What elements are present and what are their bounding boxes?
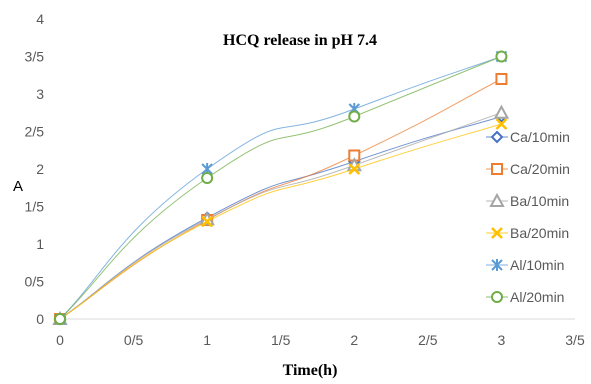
legend: Ca/10min Ca/20min Ba/10min Ba/20min Al/10min… bbox=[486, 129, 570, 305]
series-line bbox=[59, 123, 502, 320]
y-tick-label: 0 bbox=[36, 311, 44, 327]
legend-item: Ca/20min bbox=[486, 161, 570, 177]
legend-item: Ca/10min bbox=[486, 129, 570, 145]
data-point bbox=[495, 118, 508, 130]
data-point bbox=[54, 313, 66, 325]
data-point bbox=[495, 73, 508, 85]
data-point bbox=[493, 104, 510, 119]
legend-marker bbox=[491, 227, 503, 239]
legend-marker bbox=[491, 259, 503, 271]
legend-label: Ba/10min bbox=[510, 193, 569, 209]
y-tick-label: 3 bbox=[36, 86, 44, 102]
legend-marker bbox=[490, 130, 504, 144]
data-point bbox=[348, 110, 361, 123]
series-Al/10min bbox=[54, 50, 508, 325]
legend-label: Ca/20min bbox=[510, 161, 570, 177]
series-Al/20min bbox=[54, 50, 508, 325]
legend-item: Al/10min bbox=[486, 257, 564, 273]
x-tick-label: 1/5 bbox=[271, 332, 291, 348]
series-line bbox=[59, 56, 502, 320]
legend-item: Ba/20min bbox=[486, 225, 569, 241]
chart-title: HCQ release in pH 7.4 bbox=[223, 32, 377, 49]
series-Ca/10min bbox=[53, 110, 508, 326]
legend-marker bbox=[491, 291, 503, 303]
series-Ba/20min bbox=[54, 118, 508, 325]
x-axis-label: Time(h) bbox=[283, 362, 338, 379]
x-tick-label: 0/5 bbox=[124, 332, 144, 348]
y-tick-label: 2/5 bbox=[25, 124, 45, 140]
series-line bbox=[59, 78, 502, 320]
legend-marker bbox=[489, 192, 505, 207]
series-Ca/20min bbox=[54, 73, 508, 325]
y-tick-label: 1 bbox=[36, 236, 44, 252]
x-tick-label: 2/5 bbox=[418, 332, 438, 348]
series-line bbox=[59, 56, 502, 320]
y-tick-label: 2 bbox=[36, 161, 44, 177]
data-point bbox=[201, 215, 214, 228]
legend-label: Al/10min bbox=[510, 257, 564, 273]
x-tick-label: 2 bbox=[350, 332, 358, 348]
legend-item: Al/20min bbox=[486, 289, 564, 305]
x-tick-label: 0 bbox=[56, 332, 64, 348]
series-line bbox=[59, 112, 502, 320]
y-tick-label: 1/5 bbox=[25, 199, 45, 215]
series-Ba/10min bbox=[52, 104, 510, 325]
y-tick-labels: 0 0/5 1 1/5 2 2/5 3 3/5 4 bbox=[25, 11, 45, 327]
legend-label: Ca/10min bbox=[510, 129, 570, 145]
legend-item: Ba/10min bbox=[486, 192, 569, 209]
data-point bbox=[495, 50, 508, 63]
y-tick-label: 0/5 bbox=[25, 274, 45, 290]
x-tick-label: 3 bbox=[498, 332, 506, 348]
legend-marker bbox=[491, 163, 503, 175]
series-layer bbox=[52, 50, 510, 326]
data-point bbox=[201, 172, 214, 184]
x-tick-label: 1 bbox=[203, 332, 211, 348]
series-line bbox=[59, 116, 502, 320]
data-point bbox=[348, 163, 361, 175]
x-tick-label: 3/5 bbox=[565, 332, 585, 348]
y-axis-label: A bbox=[13, 178, 23, 195]
legend-label: Al/20min bbox=[510, 289, 564, 305]
y-tick-label: 4 bbox=[36, 11, 44, 27]
x-tick-labels: 0 0/5 1 1/5 2 2/5 3 3/5 bbox=[56, 332, 585, 348]
y-tick-label: 3/5 bbox=[25, 49, 45, 65]
legend-label: Ba/20min bbox=[510, 225, 569, 241]
